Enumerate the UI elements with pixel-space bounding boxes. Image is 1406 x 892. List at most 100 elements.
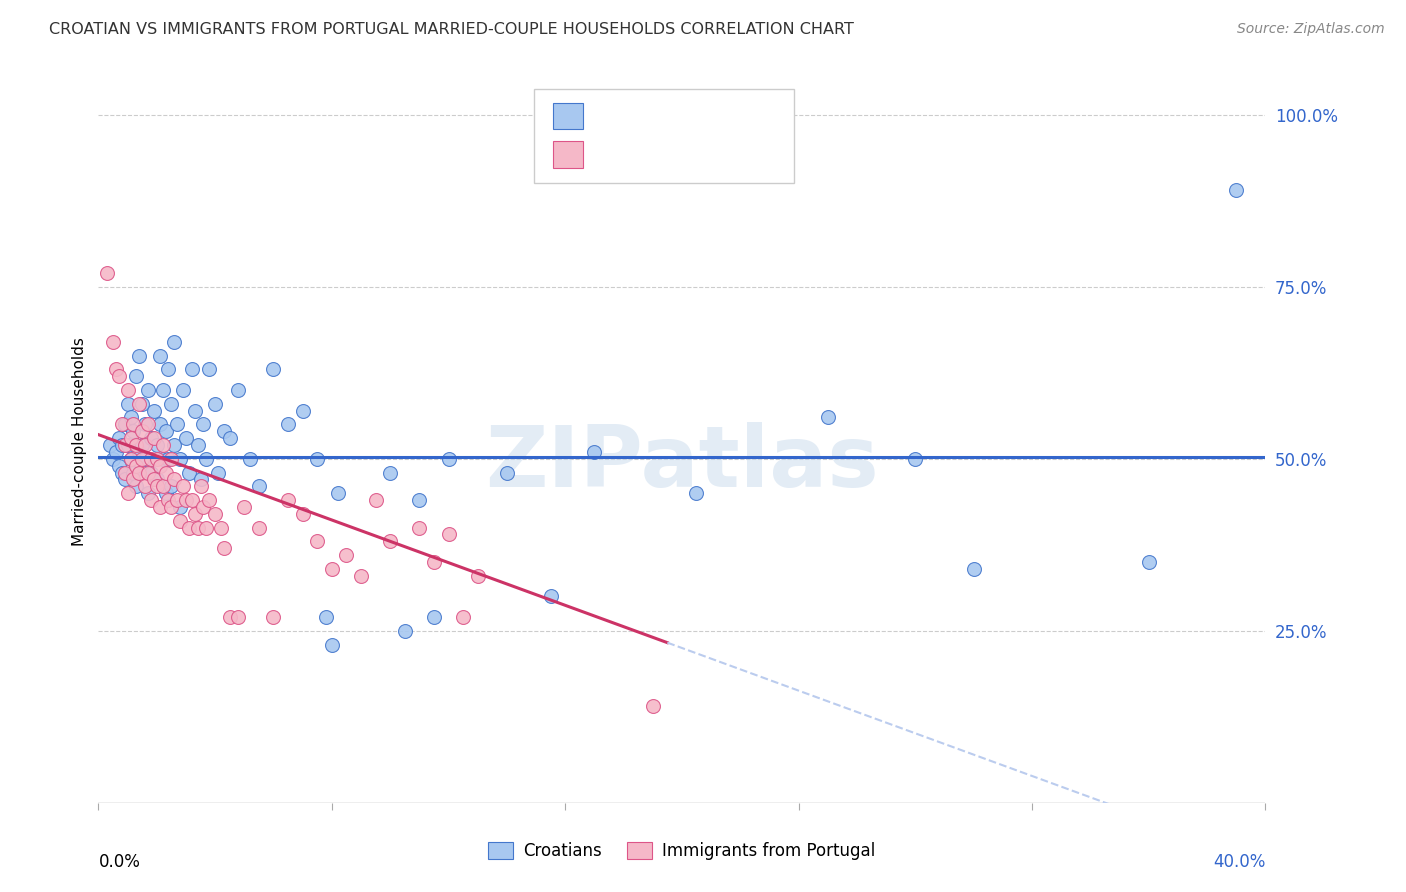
Point: [134, 479, 156, 493]
Point: [128, 445, 150, 459]
Point: [291, 403, 314, 417]
Point: [228, 610, 250, 624]
Text: N =: N =: [676, 107, 728, 125]
Point: [247, 520, 270, 534]
Point: [218, 431, 240, 445]
Point: [120, 451, 142, 466]
Point: [195, 520, 218, 534]
Point: [307, 534, 329, 549]
Point: [136, 466, 159, 480]
Point: [108, 369, 131, 384]
Point: [451, 610, 474, 624]
Point: [114, 472, 136, 486]
Point: [101, 334, 124, 349]
Point: [155, 466, 177, 480]
Point: [177, 520, 200, 534]
Text: 40.0%: 40.0%: [1213, 854, 1265, 871]
Point: [120, 410, 142, 425]
Point: [962, 562, 984, 576]
Point: [166, 417, 188, 432]
Point: [120, 451, 142, 466]
Point: [207, 466, 229, 480]
Point: [218, 610, 240, 624]
Text: ZIPatlas: ZIPatlas: [485, 422, 879, 505]
Point: [187, 520, 209, 534]
Point: [174, 431, 197, 445]
Point: [114, 417, 136, 432]
Text: R =: R =: [592, 145, 631, 163]
Point: [111, 417, 134, 432]
Point: [180, 362, 202, 376]
Point: [540, 590, 562, 604]
Point: [177, 466, 200, 480]
Point: [160, 500, 183, 514]
Text: -0.375: -0.375: [623, 145, 681, 163]
Point: [128, 349, 150, 363]
Point: [187, 438, 209, 452]
Point: [193, 500, 215, 514]
Point: [142, 403, 165, 417]
Point: [172, 383, 194, 397]
Point: [380, 466, 402, 480]
Point: [183, 403, 205, 417]
Point: [149, 458, 172, 473]
Point: [204, 397, 226, 411]
Point: [180, 493, 202, 508]
Point: [117, 383, 139, 397]
Point: [125, 369, 148, 384]
Point: [212, 541, 235, 556]
Legend: Croatians, Immigrants from Portugal: Croatians, Immigrants from Portugal: [482, 835, 882, 867]
Point: [350, 568, 373, 582]
Point: [307, 451, 329, 466]
Point: [496, 466, 519, 480]
Point: [155, 486, 177, 500]
Point: [423, 555, 446, 569]
Point: [262, 610, 284, 624]
Point: [157, 493, 180, 508]
Point: [117, 438, 139, 452]
Point: [122, 424, 145, 438]
Point: [152, 383, 174, 397]
Point: [195, 451, 218, 466]
Point: [134, 417, 156, 432]
Point: [335, 548, 357, 562]
Point: [380, 534, 402, 549]
Point: [117, 486, 139, 500]
Point: [142, 431, 165, 445]
Point: [437, 451, 460, 466]
Point: [157, 451, 180, 466]
Point: [108, 458, 131, 473]
Point: [166, 493, 188, 508]
Point: [174, 493, 197, 508]
Point: [149, 417, 172, 432]
Point: [131, 438, 153, 452]
Point: [146, 472, 169, 486]
Text: 73: 73: [716, 145, 741, 163]
Point: [583, 445, 606, 459]
Point: [128, 397, 150, 411]
Point: [114, 438, 136, 452]
Point: [136, 383, 159, 397]
Point: [169, 500, 191, 514]
Point: [291, 507, 314, 521]
Point: [160, 397, 183, 411]
Y-axis label: Married-couple Households: Married-couple Households: [72, 337, 87, 546]
Point: [204, 507, 226, 521]
Point: [120, 431, 142, 445]
Point: [101, 451, 124, 466]
Point: [134, 451, 156, 466]
Point: [169, 451, 191, 466]
Point: [163, 438, 186, 452]
Point: [131, 424, 153, 438]
Point: [1137, 555, 1160, 569]
Point: [163, 472, 186, 486]
Point: [122, 417, 145, 432]
Point: [157, 362, 180, 376]
Point: [104, 362, 127, 376]
Point: [96, 266, 118, 280]
Point: [114, 466, 136, 480]
Point: [321, 638, 343, 652]
Point: [152, 479, 174, 493]
Point: [408, 493, 430, 508]
Point: [685, 486, 707, 500]
